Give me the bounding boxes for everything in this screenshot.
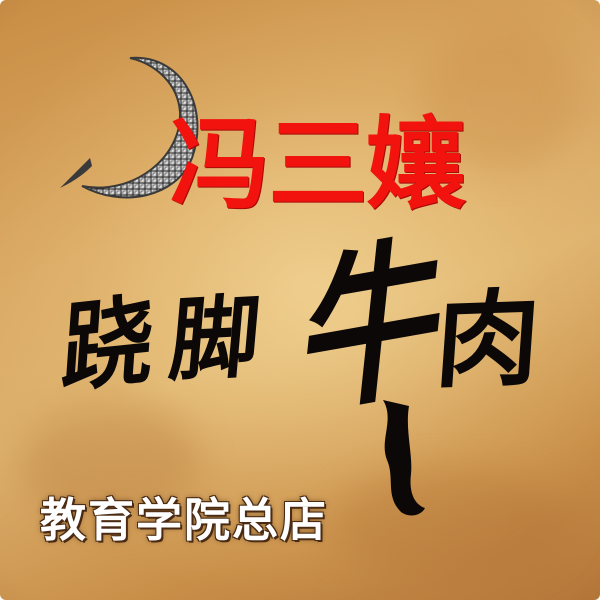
paper-stain [420,30,580,170]
branch-name: 教育学院总店 [40,493,328,547]
brush-tail-stroke [383,400,425,516]
brand-name: 冯三孃 [170,106,466,223]
paper-stain [20,400,200,520]
crescent-moon-icon [60,56,199,199]
dish-char: 牛 [292,211,456,441]
dish-name: 跷 脚 牛 肉 [40,211,570,441]
dish-char: 肉 [431,275,545,404]
paper-stain [330,470,570,580]
dish-char: 脚 [165,283,265,395]
dish-char: 跷 [58,281,158,407]
